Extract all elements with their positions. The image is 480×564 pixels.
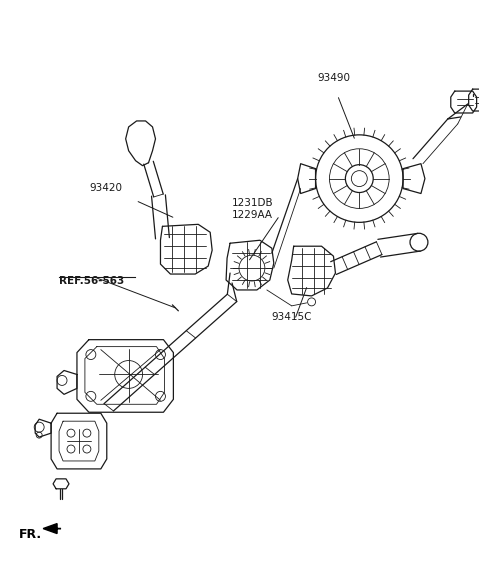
Text: 93420: 93420: [89, 183, 122, 192]
Text: 1231DB: 1231DB: [232, 199, 274, 209]
Text: 93490: 93490: [318, 73, 350, 83]
Text: FR.: FR.: [19, 528, 42, 541]
Text: 93415C: 93415C: [272, 312, 312, 322]
Text: REF.56-563: REF.56-563: [59, 276, 124, 286]
Text: 1229AA: 1229AA: [232, 210, 273, 221]
FancyArrow shape: [43, 523, 61, 534]
